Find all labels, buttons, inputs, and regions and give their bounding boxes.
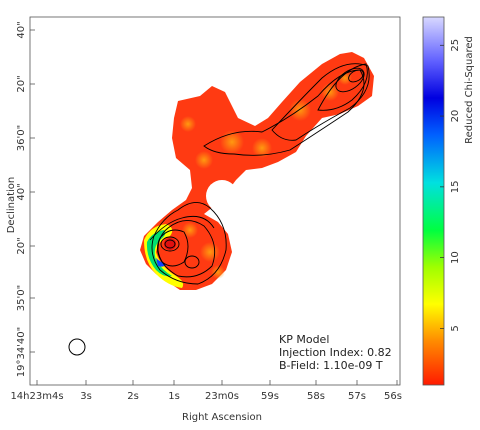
y-tick-label: 40" [16, 21, 27, 38]
x-tick-label: 2s [127, 391, 139, 402]
orange-patch [252, 138, 272, 158]
colorbar-scale [422, 16, 445, 386]
contour-line [203, 69, 365, 156]
x-tick-label: 23m0s [205, 391, 239, 402]
colorbar-ticks: 5 10 15 20 25 [440, 39, 461, 332]
jet-main-body [140, 52, 374, 290]
y-tick-label: 20" [16, 75, 27, 92]
high-chi-core [146, 230, 172, 277]
injection-index: Injection Index: 0.82 [279, 346, 392, 359]
x-tick-label: 1s [168, 391, 180, 402]
orange-patch [195, 151, 213, 169]
contour-line [335, 67, 365, 93]
model-annotation: KP Model Injection Index: 0.82 B-Field: … [279, 333, 392, 372]
colorbar-tick-label: 20 [450, 110, 461, 123]
orange-patch [180, 116, 196, 132]
y-axis-title: Declination [6, 177, 17, 234]
orange-patch [211, 265, 225, 279]
contour-line [149, 215, 215, 241]
x-tick-label: 3s [80, 391, 92, 402]
x-tick-labels: 14h23m4s 3s 2s 1s 23m0s 59s 58s 57s 56s [10, 391, 402, 402]
model-name: KP Model [279, 333, 329, 346]
orange-patch [338, 71, 352, 85]
x-tick-label: 58s [307, 391, 325, 402]
y-tick-label: 36'0" [16, 125, 27, 151]
contour-line [157, 229, 189, 267]
contour-line [184, 255, 200, 269]
y-tick-label: 19°34'40" [16, 327, 27, 378]
flux-contours [149, 63, 370, 285]
orange-patch [200, 242, 220, 262]
x-tick-label: 14h23m4s [10, 391, 63, 402]
x-tick-label: 57s [348, 391, 366, 402]
y-tick-label: 20" [16, 237, 27, 254]
contour-line [157, 220, 216, 278]
contour-line [160, 236, 180, 252]
x-tick-label: 59s [261, 391, 279, 402]
contour-line [348, 69, 364, 83]
orange-patch [220, 130, 244, 154]
colorbar-tick-label: 10 [450, 251, 461, 264]
y-tick-labels: 19°34'40" 35'0" 20" 40" 36'0" 20" 40" [16, 21, 27, 377]
axis-ticks [30, 29, 398, 385]
x-tick-label: 56s [384, 391, 402, 402]
y-tick-label: 40" [16, 183, 27, 200]
beam-ellipse [68, 338, 86, 356]
contour-line [317, 63, 368, 111]
y-tick-label: 35'0" [16, 285, 27, 311]
orange-patch [289, 99, 311, 121]
colorbar-tick-label: 5 [450, 325, 461, 331]
contour-line [271, 63, 370, 141]
colorbar: 5 10 15 20 25 Reduced Chi-Squared [422, 16, 475, 386]
colorbar-tick-label: 25 [450, 39, 461, 52]
b-field: B-Field: 1.10e-09 T [279, 359, 383, 372]
masked-core-hole [206, 180, 238, 212]
colorbar-title: Reduced Chi-Squared [464, 36, 475, 144]
contour-line [164, 239, 176, 249]
x-axis-title: Right Ascension [182, 412, 262, 423]
orange-patch [182, 222, 198, 238]
colorbar-tick-label: 15 [450, 180, 461, 193]
